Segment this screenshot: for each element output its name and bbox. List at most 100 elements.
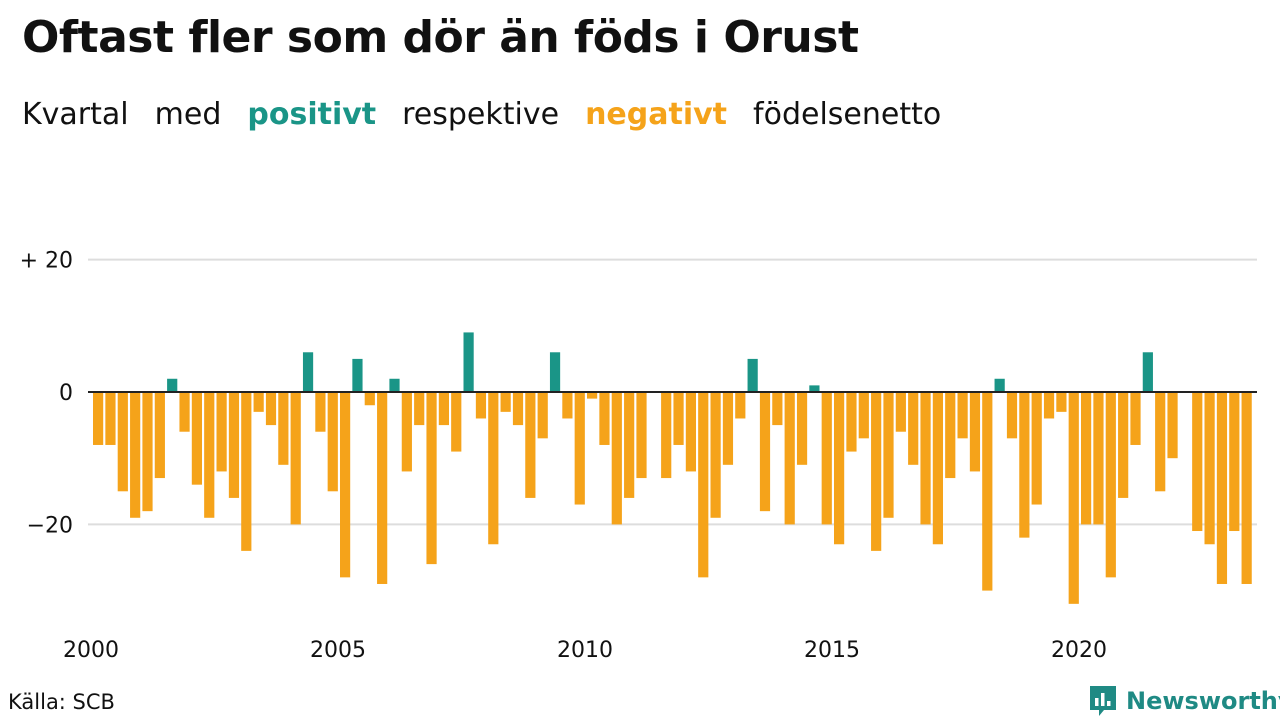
y-tick-label: 0 — [59, 381, 73, 406]
bar — [216, 392, 227, 472]
bar — [698, 392, 709, 578]
bar — [1204, 392, 1215, 545]
bar — [475, 392, 487, 419]
bar — [895, 392, 906, 432]
brand-logo: Newsworthy — [1088, 684, 1280, 718]
bar — [302, 352, 314, 392]
bar — [105, 392, 116, 445]
bar — [179, 392, 190, 432]
bar — [796, 392, 808, 465]
bar — [957, 392, 968, 439]
bar — [191, 392, 202, 485]
bar — [636, 392, 647, 479]
bar — [1093, 392, 1104, 525]
bar — [278, 392, 289, 465]
bar — [1241, 392, 1252, 584]
bar — [414, 392, 425, 426]
bar — [1031, 392, 1042, 505]
bar — [562, 392, 573, 419]
bar — [908, 392, 919, 465]
bar — [1056, 392, 1067, 412]
bar — [772, 392, 783, 426]
positive-label: positivt — [247, 97, 377, 132]
bar — [204, 392, 215, 518]
bar — [599, 392, 610, 445]
bar — [352, 358, 363, 392]
y-tick-label: + 20 — [20, 249, 73, 274]
bar — [587, 392, 598, 399]
bar — [982, 392, 993, 591]
bar — [932, 392, 943, 545]
bar — [1229, 392, 1240, 532]
bar — [759, 392, 771, 512]
x-tick-label: 2020 — [1051, 638, 1107, 663]
bar — [228, 392, 240, 498]
bar — [1216, 392, 1228, 584]
bar — [93, 392, 104, 445]
bar — [154, 392, 165, 479]
bar — [1081, 392, 1092, 525]
bar — [846, 392, 857, 452]
y-tick-label: −20 — [27, 513, 73, 538]
bar — [512, 392, 524, 426]
source-note: Källa: SCB — [8, 690, 115, 714]
brand-name: Newsworthy — [1126, 687, 1280, 715]
bar — [401, 392, 412, 472]
subtitle-word: Kvartal — [22, 97, 129, 132]
bar — [1142, 352, 1153, 392]
bar — [809, 385, 820, 392]
bar — [463, 332, 474, 392]
bar — [241, 392, 252, 551]
chart-subtitle: Kvartal med positivt respektive negativt föde… — [22, 97, 967, 132]
bar — [821, 392, 832, 525]
subtitle-word: respektive — [402, 97, 560, 132]
bar — [747, 358, 758, 392]
bar — [735, 392, 746, 419]
bar — [438, 392, 449, 426]
bar — [130, 392, 141, 518]
bar — [1130, 392, 1141, 445]
chart-title: Oftast fler som dör än föds i Orust — [22, 12, 859, 63]
bar — [722, 392, 734, 465]
bar — [673, 392, 684, 445]
bar — [327, 392, 338, 492]
bar — [426, 392, 437, 565]
bar — [1167, 392, 1178, 459]
bar — [661, 392, 672, 479]
negative-label: negativt — [585, 97, 728, 132]
bar — [290, 392, 301, 525]
subtitle-word: födelsenetto — [753, 97, 942, 132]
bar — [1118, 392, 1129, 498]
bar — [377, 392, 388, 584]
bar — [685, 392, 696, 472]
bar — [315, 392, 326, 432]
bar — [1043, 392, 1055, 419]
bar — [1105, 392, 1116, 578]
x-tick-label: 2000 — [63, 638, 119, 663]
bar — [1006, 392, 1018, 439]
bar — [253, 392, 264, 412]
bar — [1019, 392, 1030, 538]
bar — [834, 392, 845, 545]
bar — [265, 392, 277, 426]
bar — [364, 392, 375, 406]
newsworthy-logo-icon — [1090, 686, 1116, 716]
bar — [858, 392, 869, 439]
bar — [710, 392, 721, 518]
bar — [1155, 392, 1166, 492]
bar — [969, 392, 981, 472]
bar — [549, 352, 561, 392]
bar — [1068, 392, 1079, 604]
x-tick-label: 2010 — [557, 638, 613, 663]
bar — [624, 392, 635, 498]
bar — [784, 392, 795, 525]
bar — [1192, 392, 1203, 532]
bar — [574, 392, 585, 505]
bar — [389, 378, 400, 392]
bar — [920, 392, 931, 525]
bar — [945, 392, 956, 479]
bar — [994, 378, 1005, 392]
bar — [340, 392, 351, 578]
bar — [871, 392, 882, 551]
